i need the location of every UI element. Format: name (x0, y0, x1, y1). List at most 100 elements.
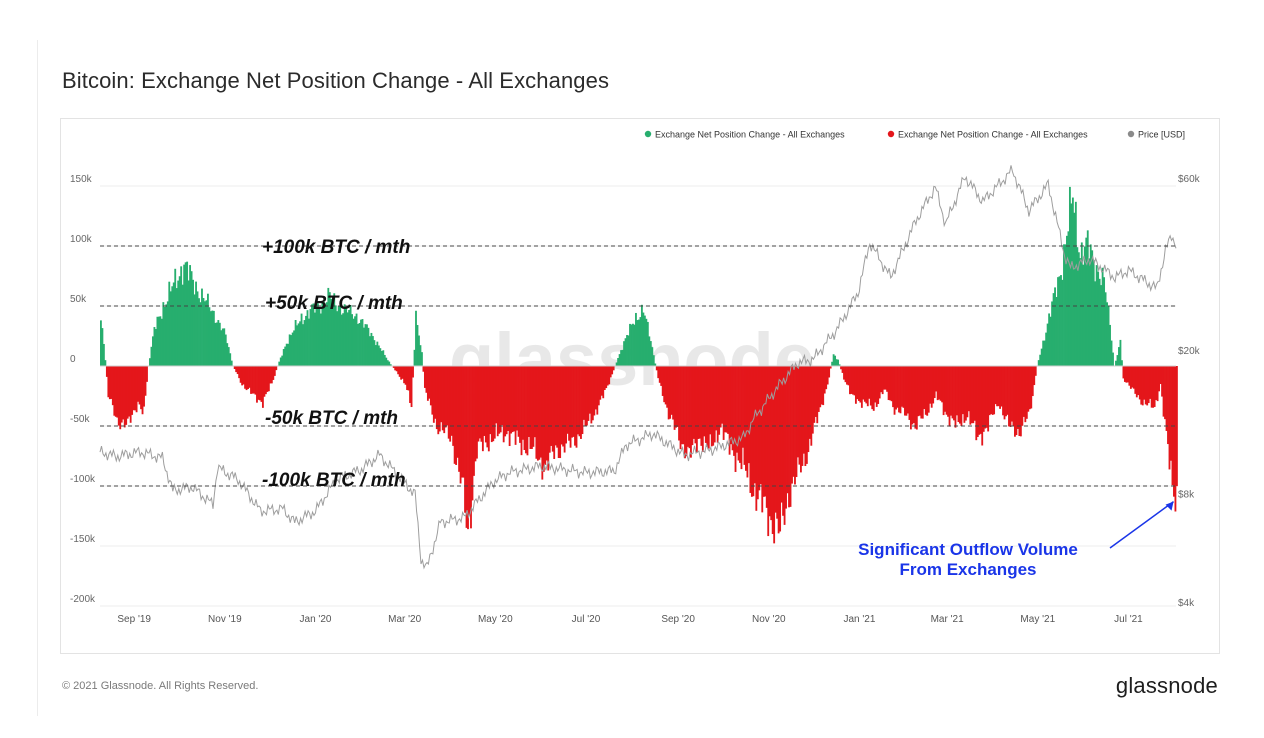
net-position-bar (1126, 366, 1129, 383)
net-position-bar (470, 366, 472, 529)
net-position-bar (593, 366, 596, 416)
net-position-bar (1070, 203, 1073, 366)
net-position-bar (199, 302, 202, 366)
net-position-bar (954, 366, 957, 428)
net-position-bar (184, 262, 187, 366)
net-position-bar (538, 366, 541, 460)
net-position-bar (397, 366, 400, 375)
net-position-bar (681, 366, 683, 445)
net-position-bar (939, 366, 942, 401)
net-position-bar (779, 366, 782, 532)
net-position-bar (195, 281, 197, 366)
net-position-bar (666, 366, 669, 408)
net-position-bar (609, 366, 612, 378)
net-position-bar (822, 366, 825, 406)
net-position-bar (235, 366, 238, 373)
net-position-bar (964, 366, 967, 421)
net-position-bar (904, 366, 906, 416)
net-position-bar (207, 293, 209, 366)
net-position-bar (422, 366, 425, 372)
net-position-bar (871, 366, 874, 410)
annotation-arrowhead (1165, 501, 1174, 511)
net-position-bar (1141, 366, 1144, 406)
net-position-bar (816, 366, 819, 424)
net-position-bar (366, 324, 368, 366)
net-position-bar (358, 323, 361, 366)
net-position-bar (594, 366, 597, 410)
net-position-bar (747, 366, 750, 464)
net-position-bar (406, 366, 408, 390)
net-position-bar (336, 311, 339, 366)
net-position-bar (639, 317, 642, 366)
net-position-bar (746, 366, 749, 478)
y-left-tick-label: -100k (70, 474, 96, 485)
net-position-bar (523, 366, 526, 450)
net-position-bar (691, 366, 694, 446)
net-position-bar (209, 311, 212, 366)
net-position-bar (635, 312, 637, 366)
net-position-bar (447, 366, 450, 439)
net-position-bar (355, 313, 358, 366)
net-position-bar (1146, 366, 1149, 406)
net-position-bar (461, 366, 463, 478)
net-position-bar (642, 312, 645, 366)
net-position-bar (920, 366, 923, 419)
net-position-bar (902, 366, 905, 408)
net-position-bar (410, 366, 413, 408)
net-position-bar (969, 366, 972, 425)
net-position-bar (640, 304, 643, 366)
net-position-bar (1097, 271, 1100, 366)
legend-item-label: Exchange Net Position Change - All Excha… (898, 130, 1088, 140)
net-position-bar (300, 313, 303, 366)
net-position-bar (175, 288, 178, 366)
net-position-bar (1125, 366, 1128, 383)
net-position-bar (1128, 366, 1131, 386)
net-position-bar (1158, 366, 1161, 392)
net-position-bar (899, 366, 902, 414)
net-position-bar (386, 360, 389, 366)
net-position-bar (651, 347, 654, 366)
net-position-bar (620, 350, 623, 366)
net-position-bar (734, 366, 737, 472)
net-position-bar (409, 366, 411, 403)
net-position-bar (565, 366, 568, 444)
net-position-bar (403, 366, 406, 384)
net-position-bar (1051, 301, 1053, 366)
net-position-bar (981, 366, 984, 446)
net-position-bar (862, 366, 865, 400)
net-position-bar (960, 366, 963, 426)
net-position-bar (379, 348, 382, 366)
net-position-bar (633, 324, 636, 366)
legend-dot (887, 130, 895, 138)
net-position-bar (1024, 366, 1027, 423)
net-position-bar (646, 321, 649, 366)
net-position-bar (875, 366, 878, 407)
net-position-bar (140, 366, 142, 410)
net-position-bar (530, 366, 533, 449)
net-position-bar (596, 366, 599, 415)
net-position-bar (872, 366, 875, 411)
net-position-bar (385, 357, 388, 366)
net-position-bar (431, 366, 434, 415)
net-position-bar (884, 366, 887, 390)
net-position-bar (236, 366, 239, 375)
net-position-bar (389, 364, 392, 366)
net-position-bar (1109, 324, 1111, 366)
x-tick-label: May '21 (1020, 614, 1055, 625)
net-position-bar (932, 366, 935, 404)
net-position-bar (263, 366, 266, 397)
net-position-bar (239, 366, 242, 383)
net-position-bar (831, 361, 834, 366)
net-position-bar (832, 354, 835, 366)
net-position-bar (446, 366, 449, 426)
net-position-bar (854, 366, 857, 404)
net-position-bar (473, 366, 475, 476)
net-position-bar (517, 366, 520, 437)
net-position-bar (571, 366, 573, 438)
net-position-bar (165, 304, 168, 366)
net-position-bar (183, 264, 186, 366)
net-position-bar (539, 366, 542, 458)
net-position-bar (617, 357, 620, 366)
net-position-bar (1042, 340, 1045, 366)
